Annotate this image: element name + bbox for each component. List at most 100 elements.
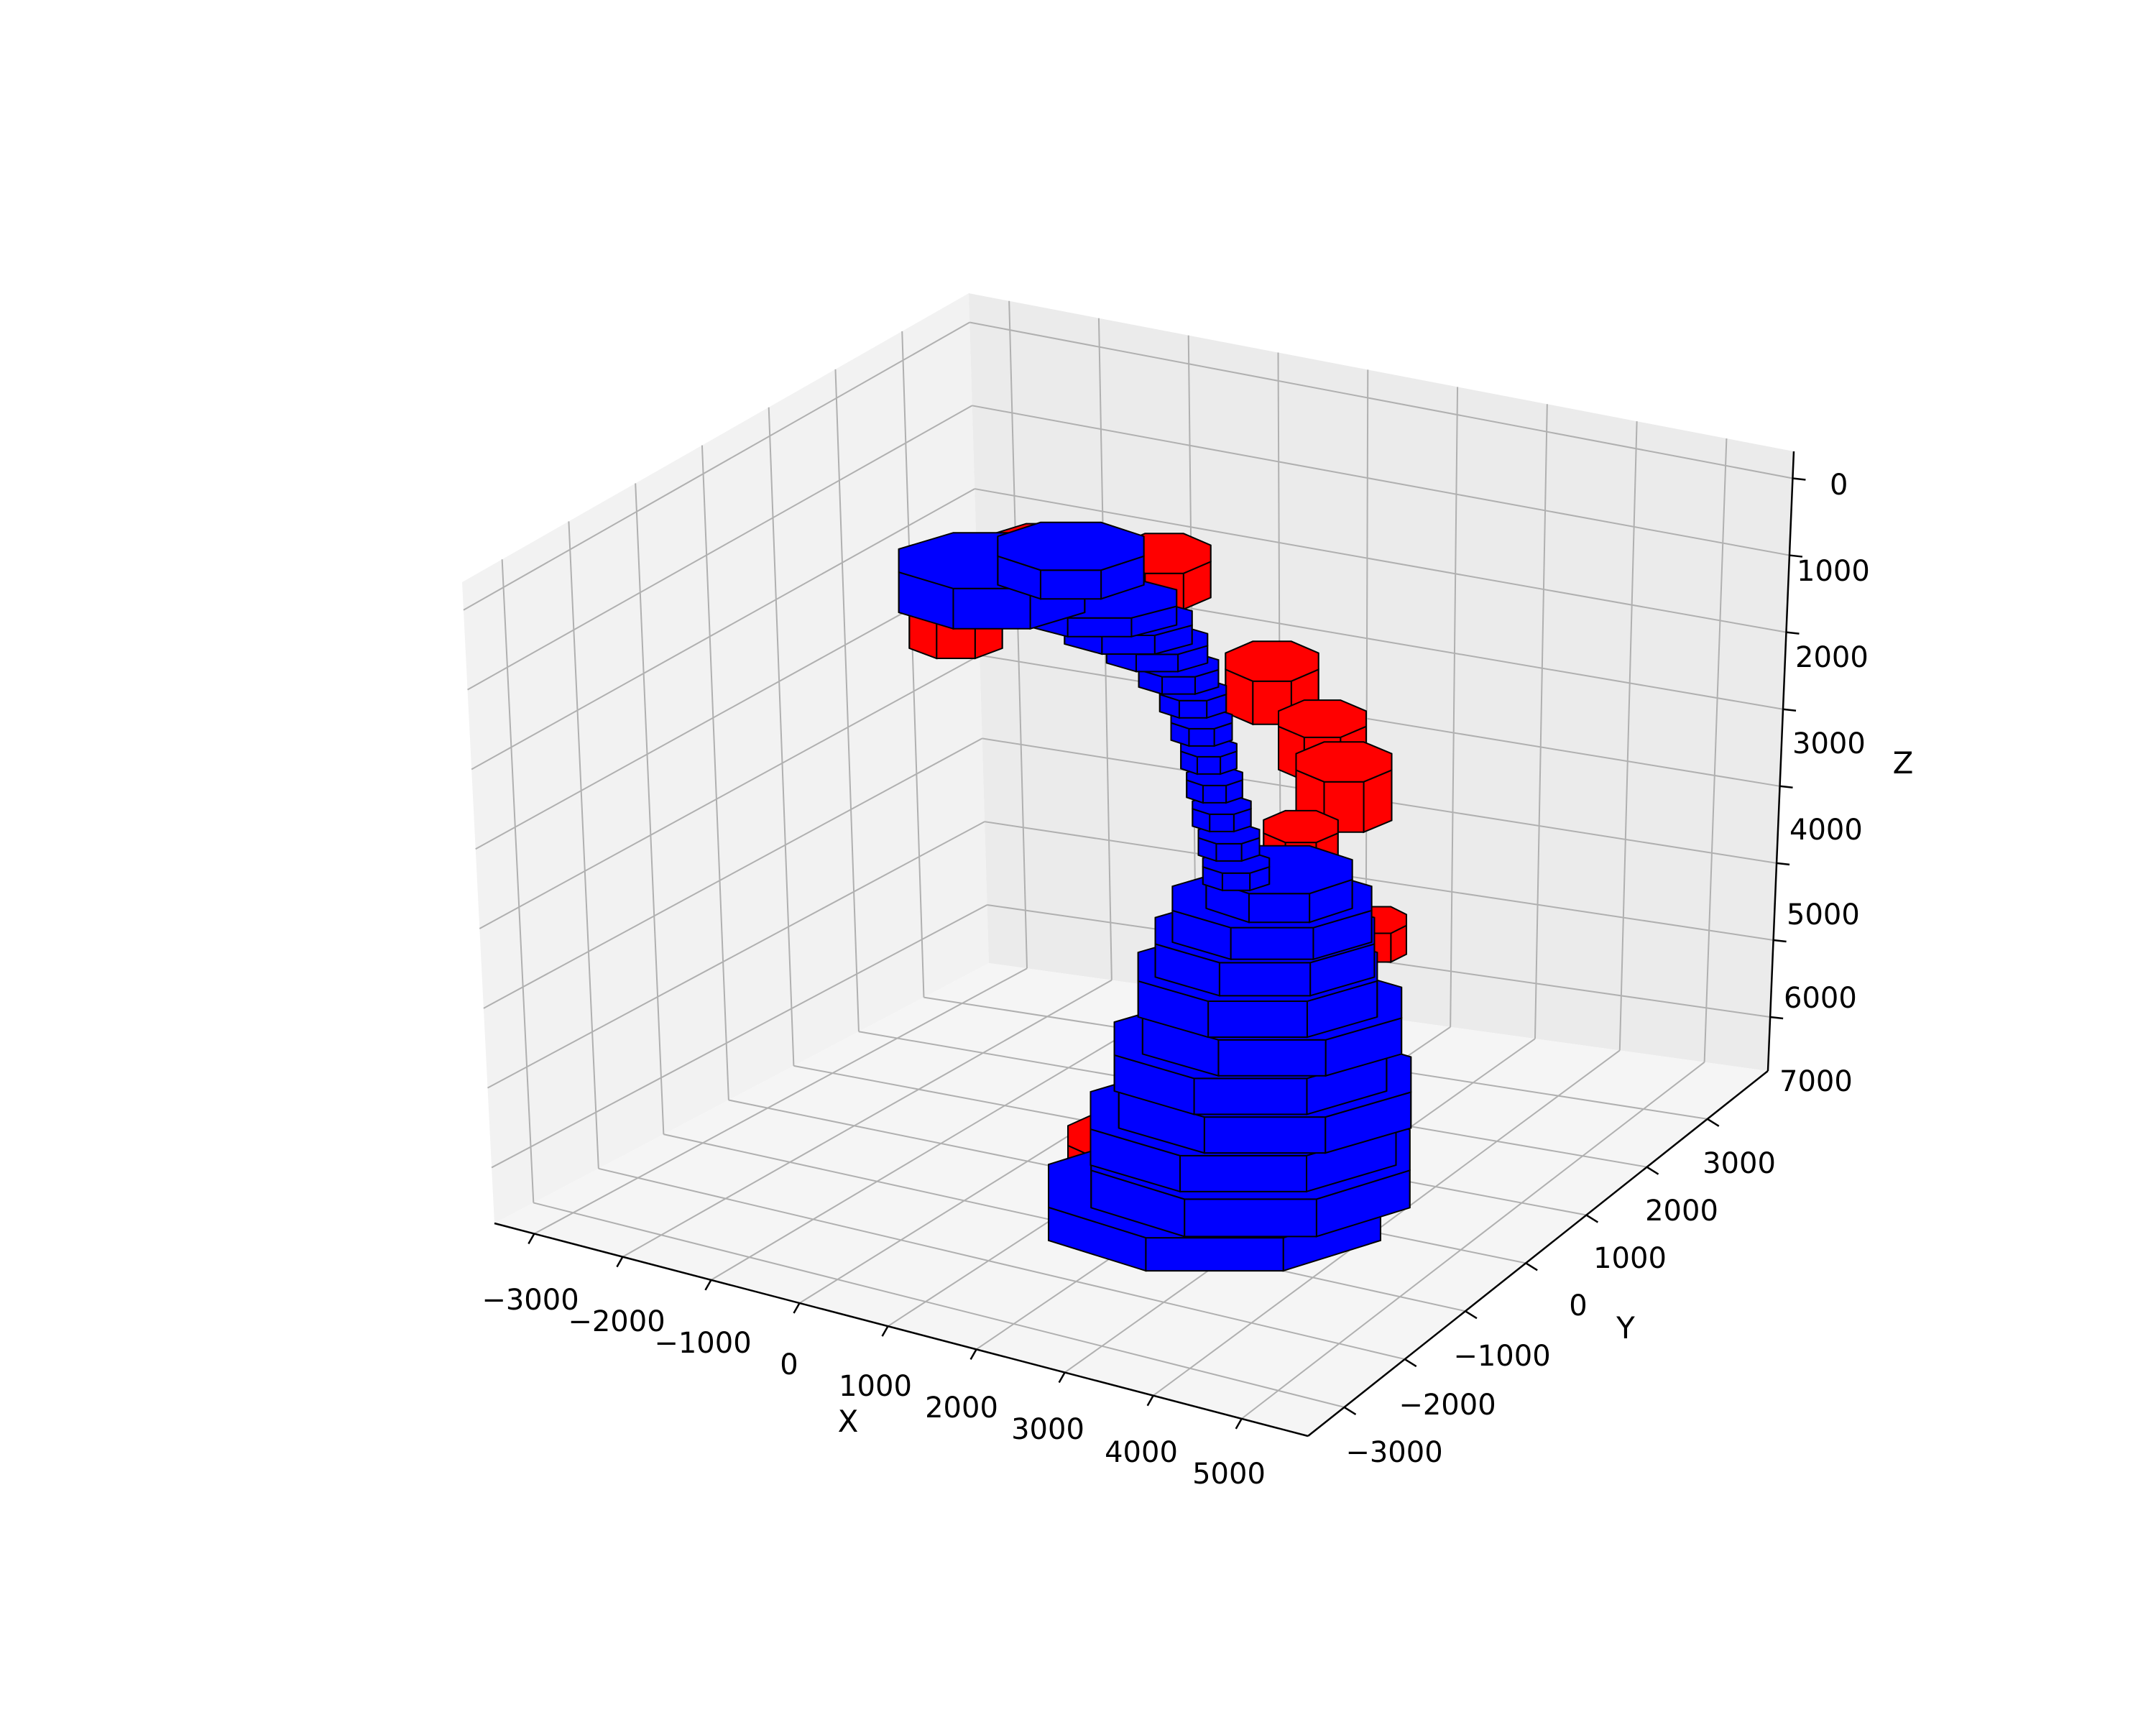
voxel-side (1184, 1198, 1317, 1238)
grid-line (479, 654, 980, 929)
grid-line (1241, 1061, 1705, 1420)
axis-line (793, 1302, 801, 1314)
voxel-side (1203, 1116, 1327, 1154)
axis-line (528, 1233, 535, 1245)
grid-line (463, 321, 970, 611)
y-tick-label: −2000 (1399, 1389, 1496, 1422)
voxel-side (1067, 617, 1133, 638)
axis-line (881, 1325, 889, 1337)
y-tick-label: 2000 (1645, 1195, 1718, 1228)
grid-line (969, 321, 1793, 479)
axis-line (1646, 1166, 1659, 1175)
voxel-side (1209, 813, 1235, 832)
axis-line (1525, 1262, 1538, 1271)
x-tick-label: 4000 (1105, 1436, 1178, 1469)
axis-line (1404, 1358, 1417, 1368)
axis-line (1766, 451, 1795, 1072)
grid-line (533, 1202, 1345, 1408)
x-tick-label: −2000 (568, 1305, 665, 1338)
voxel-side (1145, 1237, 1284, 1272)
x-tick-label: −3000 (482, 1284, 579, 1317)
grid-line (475, 571, 978, 850)
voxel-side (1039, 569, 1102, 600)
z-tick-label: 0 (1830, 469, 1848, 502)
z-tick-label: 2000 (1795, 641, 1869, 674)
axis-line (1782, 708, 1797, 712)
axis-line (1769, 1016, 1784, 1020)
grid-line (467, 405, 973, 691)
x-tick-label: 1000 (839, 1370, 912, 1403)
axis-line (1465, 1310, 1478, 1320)
voxel-side (952, 587, 1031, 630)
y-tick-label: −1000 (1453, 1340, 1550, 1373)
z-tick-label: 4000 (1789, 814, 1863, 847)
x-axis-label: X (838, 1404, 859, 1439)
voxel-side (1135, 653, 1179, 673)
x-tick-label: 2000 (925, 1392, 998, 1425)
voxel-top (1263, 809, 1339, 844)
x-tick-labels: −3000 −2000 −1000 0 1000 2000 3000 4000 … (482, 1284, 1266, 1491)
voxel-solids (898, 521, 1412, 1272)
voxel-side (1161, 676, 1196, 695)
axis-line (494, 1222, 1309, 1438)
grid-line (1153, 1049, 1621, 1397)
voxel-side (1188, 727, 1215, 747)
voxel-side (1218, 962, 1312, 997)
blue-block (1180, 737, 1238, 776)
y-tick-label: 1000 (1593, 1242, 1667, 1275)
back-pane (969, 293, 1794, 1071)
axis-line (1786, 631, 1800, 635)
grid-line (471, 488, 975, 770)
voxel-top (1225, 640, 1319, 682)
y-tick-label: 3000 (1703, 1147, 1776, 1180)
axis-line (1776, 862, 1790, 866)
axis-line (1792, 477, 1806, 481)
grid-line (598, 1167, 1405, 1361)
y-tick-label: −3000 (1345, 1436, 1442, 1469)
z-tick-label: 5000 (1787, 898, 1860, 932)
z-tick-label: 1000 (1797, 555, 1870, 588)
axis-line (1789, 554, 1803, 558)
y-tick-labels: −3000 −2000 −1000 0 1000 2000 3000 (1345, 1147, 1776, 1469)
voxel-side (1178, 699, 1208, 719)
axis-line (1343, 1406, 1357, 1415)
grid-line (622, 979, 1112, 1258)
axis-line (1779, 785, 1793, 789)
axis-line (704, 1279, 712, 1291)
voxel-top (997, 521, 1145, 571)
voxel-side (1221, 872, 1251, 891)
z-tick-label: 6000 (1784, 982, 1857, 1015)
voxel-side (1215, 842, 1243, 862)
z-axis-label: Z (1893, 745, 1914, 781)
voxel-side (1101, 635, 1156, 656)
voxel-top (1295, 741, 1393, 783)
x-tick-label: 3000 (1011, 1413, 1084, 1446)
axis-line (616, 1256, 624, 1268)
x-tick-label: 0 (780, 1348, 798, 1381)
z-tick-label: 7000 (1779, 1065, 1853, 1098)
axis-line (969, 1348, 977, 1360)
y-tick-label: 0 (1569, 1289, 1587, 1322)
voxel-side (1248, 893, 1311, 924)
grid-line (533, 967, 1028, 1235)
voxel-side (1202, 784, 1227, 804)
voxel-top (1278, 699, 1367, 738)
axis-line (1307, 1070, 1769, 1437)
grid-line (491, 904, 988, 1169)
voxel-side (1207, 1000, 1308, 1039)
blue-block (997, 521, 1145, 600)
axis-lines (494, 451, 1806, 1438)
axis-line (1707, 1118, 1720, 1127)
voxel-side (1179, 1154, 1308, 1192)
grid-line (483, 737, 983, 1009)
axis-line (1773, 939, 1787, 943)
grid-line (487, 821, 985, 1089)
voxel-side (1217, 1039, 1327, 1077)
z-tick-label: 3000 (1792, 727, 1866, 760)
axis-line (1235, 1418, 1243, 1430)
grid-line (979, 654, 1780, 787)
y-axis-label: Y (1616, 1310, 1635, 1346)
voxel-side (1230, 926, 1314, 960)
axes-panes (462, 293, 1794, 1436)
